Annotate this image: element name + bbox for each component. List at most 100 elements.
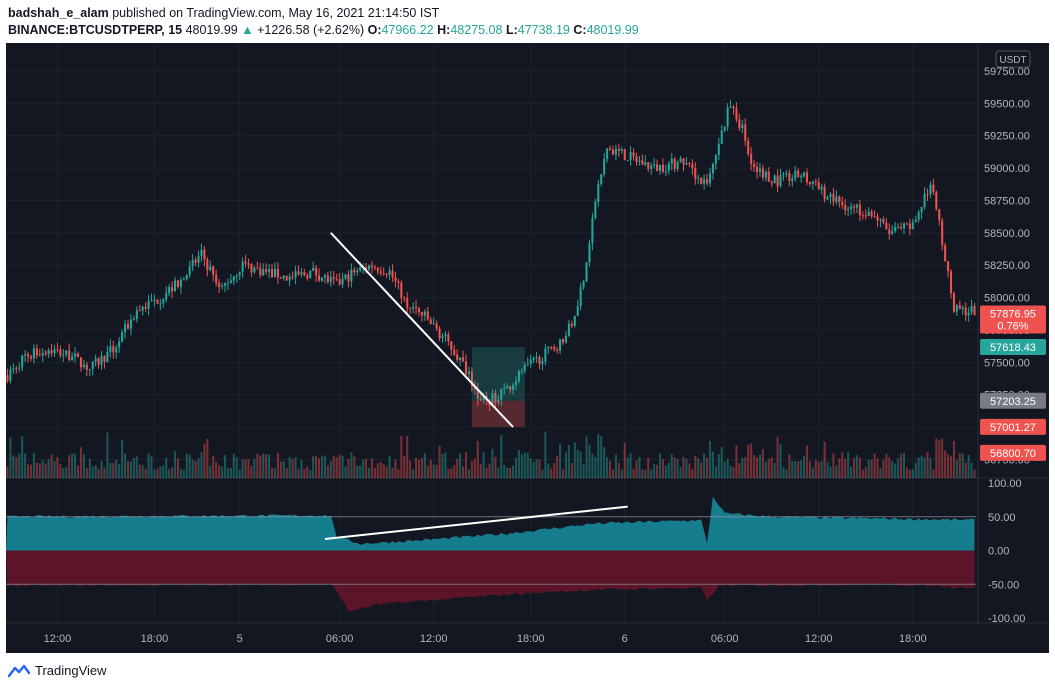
volume-bar [62, 468, 65, 478]
candle-body [147, 300, 150, 309]
candle-body [897, 226, 900, 228]
candle-body [197, 255, 200, 263]
candle-body [823, 186, 826, 200]
volume-bar [911, 469, 914, 478]
candle-body [538, 357, 541, 364]
volume-bar [312, 456, 315, 478]
volume-bar [203, 443, 206, 478]
candle-body [561, 339, 565, 343]
candle-body [12, 368, 15, 370]
volume-bar [523, 452, 526, 478]
volume-bar [758, 454, 761, 478]
candle-body [653, 164, 656, 166]
candle-body [691, 163, 694, 169]
currency-badge[interactable] [995, 50, 1031, 68]
candle-body [811, 181, 814, 184]
volume-bar [44, 463, 47, 478]
candle-body [947, 261, 950, 272]
candle-body [385, 274, 388, 276]
volume-bar [517, 450, 520, 478]
candle-body [767, 171, 770, 182]
candle-body [450, 341, 453, 350]
candle-body [735, 108, 738, 120]
publish-line: badshah_e_alam published on TradingView.… [8, 6, 439, 20]
candle-body [585, 262, 588, 282]
candle-body [397, 281, 400, 283]
price-axis-tick: 59500.00 [984, 98, 1030, 110]
price-label-badge[interactable] [980, 305, 1046, 334]
price-label-badge[interactable] [980, 444, 1046, 461]
candle-body [570, 323, 573, 327]
volume-bar [118, 463, 121, 478]
tradingview-logo[interactable]: TradingView [8, 663, 107, 678]
volume-bar [456, 458, 459, 478]
candle-body [209, 266, 212, 271]
oscillator-trendline[interactable] [324, 505, 628, 541]
candle-body [917, 212, 920, 220]
candle-body [241, 261, 244, 273]
volume-bar [567, 444, 570, 478]
candle-body [432, 323, 435, 325]
price-axis-tick: 58250.00 [984, 260, 1030, 272]
volume-bar [944, 450, 947, 478]
candle-body [673, 158, 676, 169]
volume-bar [538, 459, 541, 478]
volume-bar [121, 439, 124, 478]
candle-body [900, 226, 903, 229]
volume-bar [935, 438, 938, 478]
candle-body [626, 159, 629, 161]
candle-body [376, 267, 379, 272]
published-text: published on TradingView.com, May 16, 20… [112, 6, 440, 20]
chart-frame[interactable]: 59750.00 59500.00 59250.00 59000.00 58750.00… [6, 43, 1049, 653]
price-trendline[interactable] [330, 232, 514, 428]
volume-bar [450, 467, 453, 478]
volume-bar [270, 467, 274, 478]
volume-bar [750, 443, 753, 478]
candle-body [609, 148, 612, 150]
time-axis-tick: 12:00 [44, 633, 72, 645]
volume-bar [867, 459, 870, 478]
volume-bar [226, 467, 229, 478]
volume-bar [88, 458, 91, 478]
volume-bar [318, 458, 321, 478]
volume-bar [964, 462, 967, 478]
price-label-badge[interactable] [980, 339, 1046, 356]
chart-canvas[interactable]: 59750.00 59500.00 59250.00 59000.00 58750.00… [6, 43, 1049, 653]
price-label-badge[interactable] [980, 392, 1046, 409]
candle-body [614, 148, 617, 155]
volume-bar [115, 459, 118, 478]
volume-bar [409, 460, 412, 478]
volume-bar [891, 461, 894, 478]
volume-bar [606, 457, 609, 478]
candle-body [576, 306, 579, 316]
volume-bar [785, 469, 788, 478]
price-label-badge[interactable] [980, 418, 1046, 435]
high-value: 48275.08 [450, 23, 503, 37]
candle-body [526, 363, 529, 365]
volume-bar [632, 468, 635, 478]
candle-body [429, 319, 432, 325]
volume-bar [79, 447, 82, 478]
volume-bar [100, 461, 103, 478]
candle-body [464, 361, 468, 375]
volume-bar [126, 461, 130, 478]
volume-bar [747, 444, 750, 478]
volume-bar [229, 467, 232, 478]
position-stop-zone[interactable] [471, 400, 525, 427]
candle-body [708, 173, 712, 184]
volume-bar [429, 459, 432, 478]
candle-body [415, 307, 418, 309]
candle-body [400, 282, 403, 298]
symbol-label[interactable]: BINANCE:BTCUSDTPERP, 15 [8, 23, 183, 37]
author-name[interactable]: badshah_e_alam [8, 6, 109, 20]
candle-body [788, 173, 791, 181]
candle-body [367, 265, 371, 270]
candle-body [162, 299, 165, 304]
candle-body [221, 285, 224, 287]
candle-body [532, 357, 535, 360]
volume-bar [926, 452, 929, 478]
candle-body [188, 266, 191, 275]
time-axis-tick: 12:00 [805, 633, 833, 645]
volume-bar [829, 466, 832, 478]
volume-bar [932, 469, 935, 478]
